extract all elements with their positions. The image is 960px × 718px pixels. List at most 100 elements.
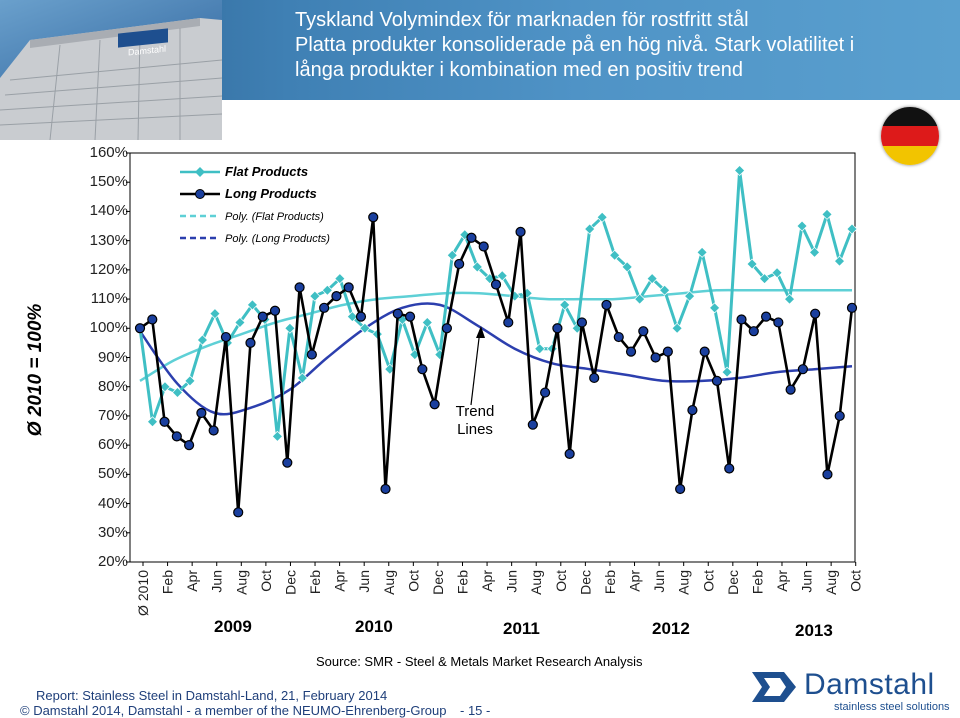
flat-point [609,249,621,261]
copyright-note: © Damstahl 2014, Damstahl - a member of … [20,703,447,718]
long-point [306,349,317,360]
long-point [625,346,637,357]
x-tick-label: Jun [651,570,667,593]
x-tick-label: Jun [799,570,815,593]
x-tick-label: Jun [356,570,372,593]
trend-arrow-head [476,326,485,338]
flat-point [659,284,671,296]
building-photo: Damstahl [0,0,222,140]
damstahl-logo-mark [752,672,796,702]
y-tick-label: 60% [97,436,128,454]
long-point [736,314,747,325]
year-label-2009: 2009 [214,617,252,636]
long-point [392,308,403,319]
flat-point [834,255,846,267]
title-line-2: Platta produkter konsoliderade på en hög… [295,34,855,56]
flat-point [846,223,858,235]
flat-point [184,375,196,387]
flat-point [759,273,771,285]
long-point [601,299,612,311]
flat-point [209,308,221,320]
x-tick-label: Oct [700,570,716,592]
flat-point [559,299,571,311]
long-point [589,372,600,384]
x-tick-label: Oct [553,570,569,592]
x-tick-label: Jun [209,570,225,593]
y-tick-label: 140% [89,202,128,220]
long-point [711,375,723,386]
logo-name: Damstahl [804,668,935,701]
building-sign: Damstahl [128,44,166,58]
x-tick-label: Apr [774,570,790,592]
title-line-1: Tyskland Volymindex för marknaden för ro… [295,9,749,31]
flat-point [634,293,646,305]
page-title: Tyskland Volymindex för marknaden för ro… [295,8,935,83]
long-point [269,305,281,316]
x-tick-label: Aug [233,570,249,595]
flat-point [596,211,608,223]
long-point [466,232,477,243]
flat-point [421,316,433,328]
report-note: Report: Stainless Steel in Damstahl-Land… [36,688,388,703]
flat-point [684,290,696,302]
flat-point [471,261,483,273]
flat-point [584,223,596,235]
germany-flag-icon [881,107,939,165]
long-point [834,410,845,422]
year-label-2012: 2012 [652,619,690,638]
long-point [822,469,833,480]
y-tick-label: 70% [97,406,128,424]
flat-point [696,246,708,258]
long-point [748,326,759,337]
trend-lines-annotation: Trend Lines [455,403,495,438]
y-tick-label: 80% [97,377,128,395]
flat-point [146,416,158,428]
flat-point [496,270,508,282]
source-note: Source: SMR - Steel & Metals Market Rese… [316,654,643,669]
long-point [380,483,391,495]
x-tick-label: Dec [430,570,446,595]
x-tick-label: Oct [405,570,421,592]
y-tick-label: 160% [89,144,128,161]
y-tick-label: 150% [89,173,128,191]
x-tick-label: Oct [258,570,274,592]
title-line-3: långa produkter i kombination med en pos… [295,59,744,81]
long-point [196,407,207,419]
flat-point [309,290,321,302]
flat-point [621,261,633,273]
long-point [478,241,489,252]
long-point [650,352,661,363]
flat-point [534,343,546,355]
x-tick-label: Oct [848,570,864,592]
long-point [245,337,256,348]
flat-point [709,302,721,314]
flat-point [809,246,821,258]
year-label-2011: 2011 [503,619,540,638]
flat-point [171,387,183,399]
long-point [441,323,452,334]
damstahl-logo: Damstahl stainless steel solutions [752,668,952,714]
x-tick-label: Feb [749,570,765,594]
long-point [540,387,551,398]
x-tick-label: Apr [184,570,200,592]
x-tick-label: Ø 2010 [135,570,151,616]
poly-flat-trendline [139,288,852,382]
flat-point [271,430,283,442]
flat-point [359,322,371,334]
legend-label: Long Products [225,186,317,201]
long-products-line [139,216,854,514]
long-point [404,311,416,322]
x-tick-label: Dec [725,570,741,595]
long-point [638,326,649,337]
long-point [159,416,170,427]
y-tick-label: 20% [97,553,128,570]
long-point [294,282,305,293]
y-tick-label: 130% [89,231,128,249]
flat-point [646,273,658,285]
long-point [785,384,796,395]
long-point [417,364,428,375]
x-tick-label: Aug [676,570,692,595]
long-point [282,457,293,468]
long-point [343,282,354,293]
legend-label: Flat Products [225,164,308,179]
